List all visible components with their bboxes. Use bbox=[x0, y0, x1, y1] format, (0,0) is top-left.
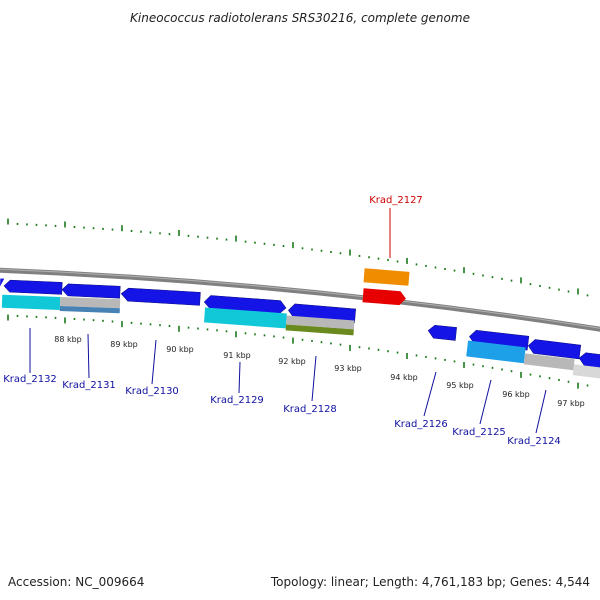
kbp-tick-label: 92 kbp bbox=[278, 357, 306, 366]
gene-arrow-krad-2130[interactable] bbox=[120, 287, 201, 306]
kbp-tick-label: 93 kbp bbox=[334, 364, 362, 373]
gene-arrow-krad-2124[interactable] bbox=[527, 339, 600, 368]
gene-leader-lines bbox=[29, 208, 547, 434]
gene-label[interactable]: Krad_2127 bbox=[369, 195, 423, 206]
kbp-tick-label: 88 kbp bbox=[54, 335, 82, 344]
outer-tick-track bbox=[7, 218, 589, 297]
feature-track bbox=[0, 268, 600, 379]
genome-backbone-highlight bbox=[0, 268, 600, 329]
gene-label[interactable]: Krad_2132 bbox=[3, 374, 57, 385]
gene-arrow-krad-2127[interactable] bbox=[362, 268, 410, 306]
leader-line bbox=[238, 361, 241, 394]
kbp-tick-label: 94 kbp bbox=[390, 373, 418, 382]
rna-feature-krad-2132[interactable] bbox=[1, 294, 121, 314]
genome-backbone bbox=[0, 267, 600, 332]
map-title: Kineococcus radiotolerans SRS30216, comp… bbox=[130, 11, 470, 25]
leader-line bbox=[87, 333, 90, 379]
gene-label[interactable]: Krad_2124 bbox=[507, 436, 561, 447]
leader-line bbox=[311, 355, 317, 402]
leader-line bbox=[423, 371, 437, 417]
leader-line bbox=[151, 339, 157, 385]
gene-label[interactable]: Krad_2131 bbox=[62, 380, 116, 391]
gene-arrow-krad-2132[interactable] bbox=[0, 278, 5, 287]
rna-feature-krad-2125[interactable] bbox=[466, 340, 600, 379]
kbp-tick-label: 90 kbp bbox=[166, 345, 194, 354]
inner-tick-track bbox=[7, 314, 589, 389]
gene-label[interactable]: Krad_2130 bbox=[125, 386, 179, 397]
leader-line bbox=[535, 389, 547, 434]
gene-label[interactable]: Krad_2125 bbox=[452, 427, 506, 438]
gene-labels: Krad_2132 Krad_2131 Krad_2130 Krad_2129 Krad… bbox=[3, 195, 561, 447]
kbp-tick-label: 97 kbp bbox=[557, 399, 585, 408]
kbp-tick-label: 95 kbp bbox=[446, 381, 474, 390]
kbp-tick-label: 91 kbp bbox=[223, 351, 251, 360]
gene-label[interactable]: Krad_2126 bbox=[394, 419, 448, 430]
kbp-tick-label: 89 kbp bbox=[110, 340, 138, 349]
leader-line bbox=[479, 379, 492, 425]
genome-summary: Topology: linear; Length: 4,761,183 bp; … bbox=[270, 575, 590, 589]
kbp-scale-labels: 88 kbp 89 kbp 90 kbp 91 kbp 92 kbp 93 kbp 94 k… bbox=[54, 335, 585, 408]
gene-arrow-krad-2130a[interactable] bbox=[61, 283, 121, 299]
gene-label[interactable]: Krad_2128 bbox=[283, 404, 337, 415]
rna-feature-krad-2129[interactable] bbox=[203, 307, 355, 336]
gene-arrow-krad-2131[interactable] bbox=[3, 279, 63, 295]
accession-label: Accession: NC_009664 bbox=[8, 575, 144, 589]
kbp-tick-label: 96 kbp bbox=[502, 390, 530, 399]
gene-arrow-krad-2126[interactable] bbox=[427, 324, 457, 341]
gene-label[interactable]: Krad_2129 bbox=[210, 395, 264, 406]
